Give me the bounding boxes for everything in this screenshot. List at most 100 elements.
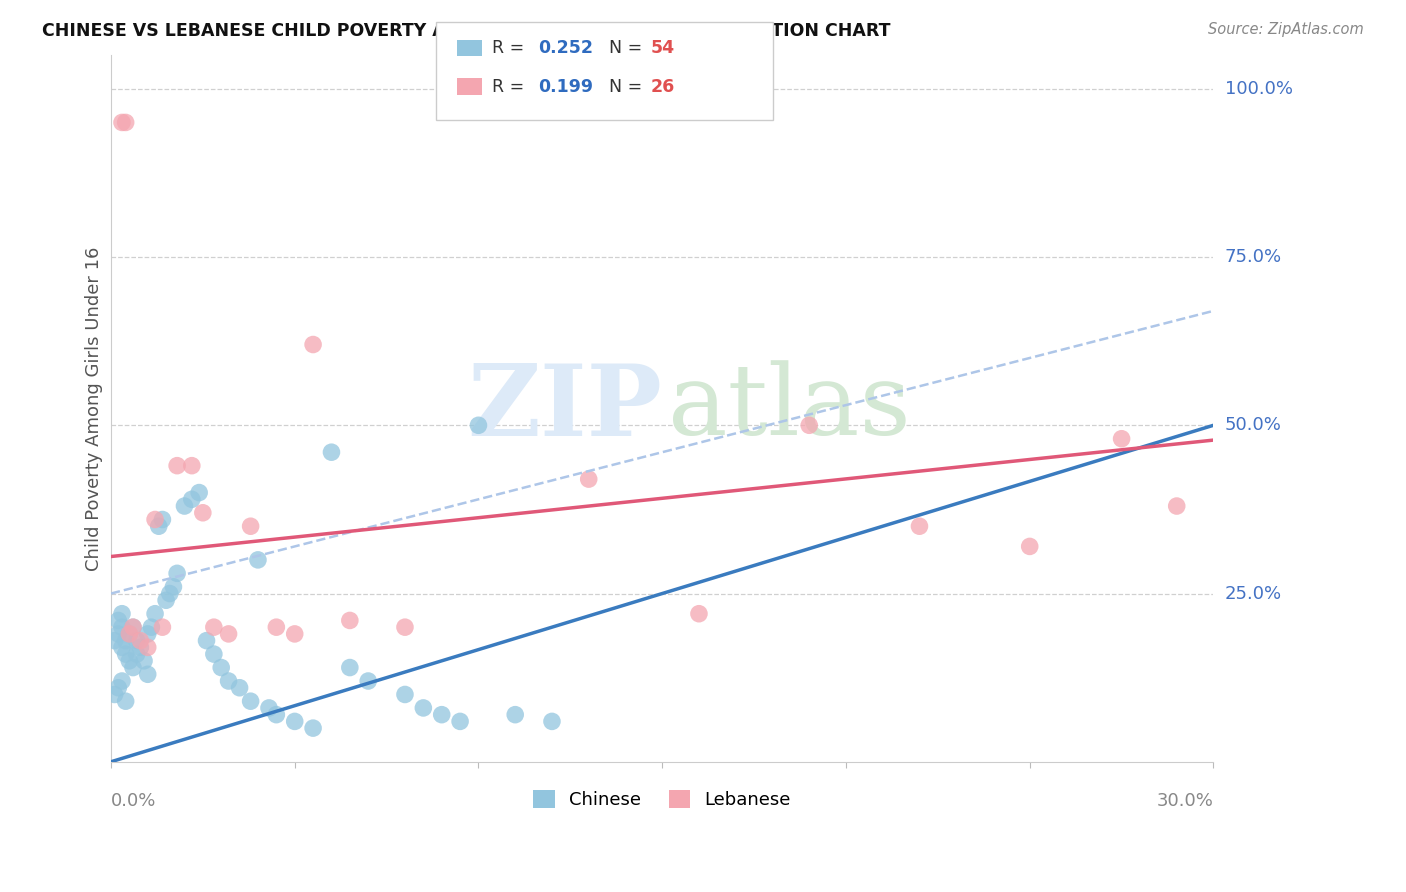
- Point: [191, 506, 214, 520]
- Text: 0.0%: 0.0%: [111, 792, 156, 810]
- Point: [136, 627, 159, 641]
- Point: [180, 492, 202, 507]
- Point: [136, 667, 159, 681]
- Point: [122, 660, 145, 674]
- Point: [449, 714, 471, 729]
- Point: [228, 681, 250, 695]
- Point: [122, 620, 145, 634]
- Point: [302, 721, 325, 735]
- Point: [111, 620, 134, 634]
- Legend: Chinese, Lebanese: Chinese, Lebanese: [526, 782, 799, 816]
- Point: [412, 701, 434, 715]
- Point: [173, 499, 195, 513]
- Point: [107, 627, 129, 641]
- Text: 25.0%: 25.0%: [1225, 584, 1282, 602]
- Point: [166, 566, 188, 581]
- Point: [136, 640, 159, 655]
- Point: [284, 714, 307, 729]
- Text: R =: R =: [492, 78, 530, 95]
- Point: [430, 707, 453, 722]
- Text: 0.252: 0.252: [538, 39, 593, 57]
- Point: [246, 553, 269, 567]
- Point: [118, 627, 141, 641]
- Text: ZIP: ZIP: [467, 360, 662, 457]
- Point: [467, 418, 489, 433]
- Point: [114, 694, 136, 708]
- Point: [218, 673, 240, 688]
- Point: [266, 707, 288, 722]
- Text: 0.199: 0.199: [538, 78, 593, 95]
- Point: [503, 707, 526, 722]
- Point: [339, 614, 361, 628]
- Text: N =: N =: [609, 78, 648, 95]
- Point: [541, 714, 564, 729]
- Text: atlas: atlas: [668, 360, 911, 457]
- Point: [111, 673, 134, 688]
- Point: [162, 580, 184, 594]
- Point: [114, 647, 136, 661]
- Point: [799, 418, 821, 433]
- Point: [125, 633, 148, 648]
- Point: [107, 614, 129, 628]
- Text: N =: N =: [609, 39, 648, 57]
- Point: [1166, 499, 1188, 513]
- Point: [129, 633, 152, 648]
- Point: [148, 519, 170, 533]
- Point: [118, 627, 141, 641]
- Text: R =: R =: [492, 39, 530, 57]
- Point: [180, 458, 202, 473]
- Point: [1111, 432, 1133, 446]
- Point: [159, 586, 181, 600]
- Point: [141, 620, 163, 634]
- Text: 54: 54: [651, 39, 675, 57]
- Point: [284, 627, 307, 641]
- Point: [202, 620, 225, 634]
- Point: [209, 660, 232, 674]
- Point: [111, 607, 134, 621]
- Point: [188, 485, 211, 500]
- Point: [122, 620, 145, 634]
- Point: [266, 620, 288, 634]
- Point: [578, 472, 600, 486]
- Point: [1018, 540, 1040, 554]
- Point: [114, 115, 136, 129]
- Point: [339, 660, 361, 674]
- Text: 50.0%: 50.0%: [1225, 417, 1281, 434]
- Point: [111, 640, 134, 655]
- Point: [114, 633, 136, 648]
- Text: CHINESE VS LEBANESE CHILD POVERTY AMONG GIRLS UNDER 16 CORRELATION CHART: CHINESE VS LEBANESE CHILD POVERTY AMONG …: [42, 22, 890, 40]
- Point: [239, 694, 262, 708]
- Text: 75.0%: 75.0%: [1225, 248, 1282, 266]
- Point: [143, 512, 166, 526]
- Text: 100.0%: 100.0%: [1225, 79, 1292, 98]
- Point: [166, 458, 188, 473]
- Point: [132, 654, 155, 668]
- Point: [118, 654, 141, 668]
- Text: 26: 26: [651, 78, 675, 95]
- Point: [155, 593, 177, 607]
- Point: [394, 688, 416, 702]
- Point: [688, 607, 710, 621]
- Point: [302, 337, 325, 351]
- Point: [321, 445, 343, 459]
- Point: [908, 519, 931, 533]
- Point: [202, 647, 225, 661]
- Point: [357, 673, 380, 688]
- Point: [129, 640, 152, 655]
- Text: 30.0%: 30.0%: [1157, 792, 1213, 810]
- Point: [111, 115, 134, 129]
- Point: [239, 519, 262, 533]
- Point: [218, 627, 240, 641]
- Point: [257, 701, 280, 715]
- Point: [107, 681, 129, 695]
- Point: [104, 688, 127, 702]
- Text: Source: ZipAtlas.com: Source: ZipAtlas.com: [1208, 22, 1364, 37]
- Point: [195, 633, 218, 648]
- Point: [394, 620, 416, 634]
- Y-axis label: Child Poverty Among Girls Under 16: Child Poverty Among Girls Under 16: [86, 246, 103, 571]
- Point: [152, 620, 174, 634]
- Point: [143, 607, 166, 621]
- Point: [125, 647, 148, 661]
- Point: [152, 512, 174, 526]
- Point: [104, 633, 127, 648]
